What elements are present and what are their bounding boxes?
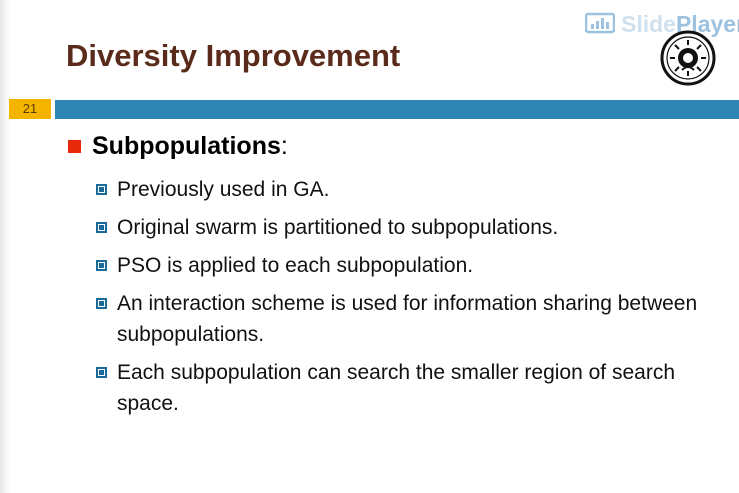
level1-bullet-subpopulations: Subpopulations: xyxy=(68,132,288,161)
slide-number-badge: 21 xyxy=(9,99,51,119)
list-item-text: An interaction scheme is used for inform… xyxy=(117,292,698,346)
slide-title: Diversity Improvement xyxy=(66,38,401,73)
list-item: An interaction scheme is used for inform… xyxy=(96,288,726,350)
list-item-text: Original swarm is partitioned to subpopu… xyxy=(117,216,559,239)
list-item: PSO is applied to each subpopulation. xyxy=(96,250,726,281)
square-bullet-icon xyxy=(96,367,107,378)
bullet-heading-suffix: : xyxy=(280,132,288,160)
square-bullet-icon xyxy=(96,298,107,309)
square-bullet-icon xyxy=(96,222,107,233)
bullet-heading: Subpopulations xyxy=(92,132,281,160)
square-bullet-icon xyxy=(96,184,107,195)
list-item-text: PSO is applied to each subpopulation. xyxy=(117,254,474,277)
header-divider-bar xyxy=(55,100,739,119)
watermark-slide-text: Slide xyxy=(621,10,676,37)
list-item-text: Each subpopulation can search the smalle… xyxy=(117,361,675,415)
list-item: Original swarm is partitioned to subpopu… xyxy=(96,212,726,243)
university-seal-icon xyxy=(660,30,716,86)
sub-bullet-list: Previously used in GA. Original swarm is… xyxy=(96,174,726,426)
list-item: Each subpopulation can search the smalle… xyxy=(96,357,726,419)
square-bullet-icon xyxy=(96,260,107,271)
slide-edge-shadow xyxy=(0,0,10,493)
presentation-chart-icon xyxy=(585,12,615,34)
red-square-bullet-icon xyxy=(68,140,81,153)
list-item: Previously used in GA. xyxy=(96,174,726,205)
list-item-text: Previously used in GA. xyxy=(117,178,330,201)
